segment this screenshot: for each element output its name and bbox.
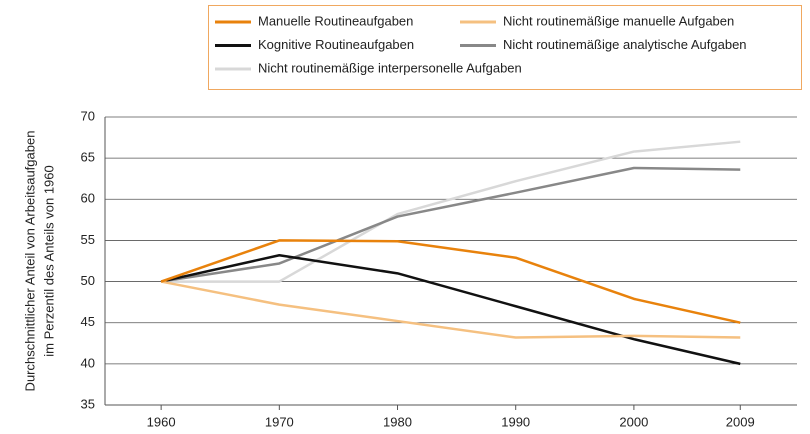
- series-line: [160, 253, 741, 366]
- legend-label: Nicht routinemäßige interpersonelle Aufg…: [258, 60, 522, 75]
- x-tick-label: 2009: [726, 414, 755, 429]
- legend-label: Kognitive Routineaufgaben: [258, 37, 414, 52]
- x-tick-label: 1980: [383, 414, 412, 429]
- y-tick-label: 60: [81, 191, 95, 206]
- series-line: [160, 239, 741, 324]
- legend-box: [208, 5, 802, 90]
- series-line: [160, 280, 741, 339]
- x-tick-label: 1960: [147, 414, 176, 429]
- legend-label: Manuelle Routineaufgaben: [258, 13, 413, 28]
- series-line: [161, 140, 741, 283]
- y-tick-label: 55: [81, 232, 95, 247]
- y-tick-label: 50: [81, 273, 95, 288]
- series-line: [160, 166, 741, 283]
- y-tick-label: 40: [81, 355, 95, 370]
- y-tick-label: 70: [81, 108, 95, 123]
- y-axis-label: Durchschnittlicher Anteil von Arbeitsauf…: [22, 131, 37, 392]
- y-tick-label: 65: [81, 150, 95, 165]
- x-tick-label: 1990: [501, 414, 530, 429]
- y-tick-label: 45: [81, 314, 95, 329]
- legend-label: Nicht routinemäßige manuelle Aufgaben: [503, 13, 734, 28]
- legend-label: Nicht routinemäßige analytische Aufgaben: [503, 37, 747, 52]
- y-axis-label: im Perzentil des Anteils von 1960: [41, 165, 56, 357]
- x-tick-label: 2000: [619, 414, 648, 429]
- x-tick-label: 1970: [265, 414, 294, 429]
- y-tick-label: 35: [81, 396, 95, 411]
